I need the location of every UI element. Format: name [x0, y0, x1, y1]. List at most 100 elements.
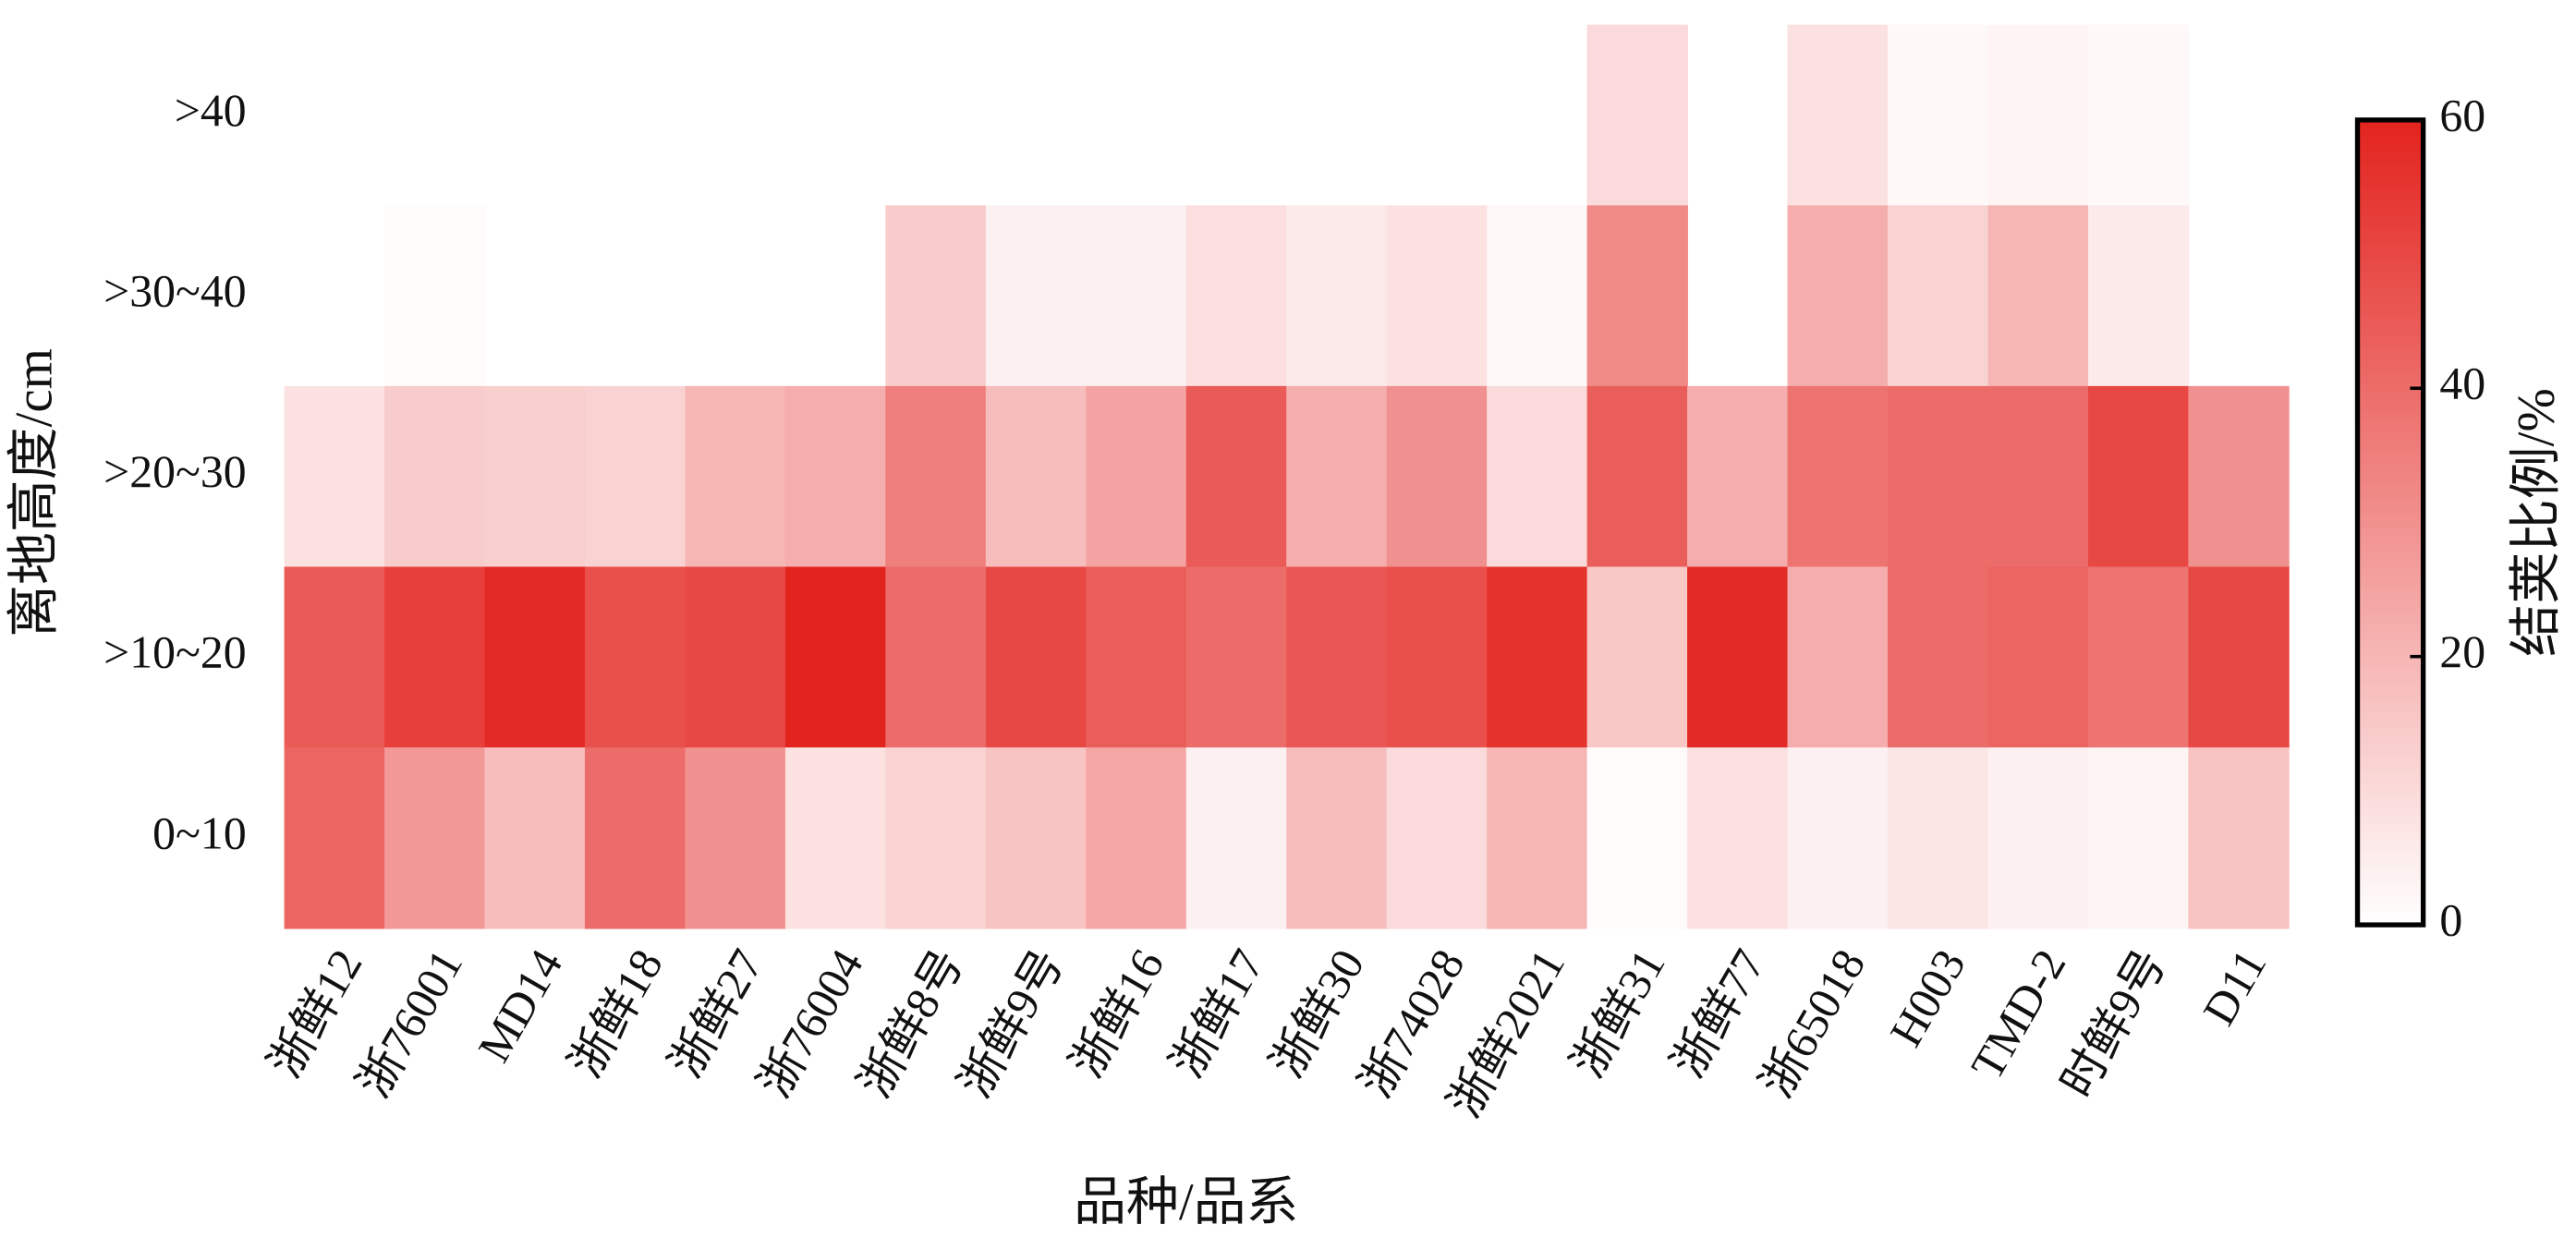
y-axis-label: 离地高度/cm [6, 348, 64, 637]
x-tick-label: 浙鲜12 [259, 941, 371, 1086]
heatmap-cell [1185, 205, 1288, 387]
heatmap-cell [885, 747, 987, 929]
x-tick-label: 浙鲜30 [1261, 941, 1374, 1086]
heatmap-cell [1586, 205, 1688, 387]
heatmap-cell [1386, 205, 1488, 387]
y-tick-label: 0~10 [152, 807, 247, 858]
heatmap-cell [1286, 566, 1388, 748]
heatmap-cell [985, 205, 1088, 387]
heatmap-cell [2087, 205, 2190, 387]
heatmap-cell [384, 747, 486, 929]
heatmap-cell [885, 385, 987, 568]
heatmap-cell [1987, 566, 2089, 748]
x-tick-label: D11 [2193, 941, 2277, 1034]
heatmap-cell [1887, 205, 1989, 387]
colorbar-tick-label: 20 [2439, 626, 2485, 677]
heatmap-cell [384, 385, 486, 568]
heatmap-cell [1987, 205, 2089, 387]
colorbar-tick-label: 40 [2439, 358, 2485, 409]
heatmap-cell [284, 747, 385, 929]
heatmap-cell [1487, 747, 1588, 929]
heatmap-cells [284, 24, 2290, 929]
heatmap-cell [1386, 385, 1488, 568]
heatmap-cell [1086, 747, 1187, 929]
heatmap-cell [1487, 385, 1588, 568]
colorbar-tick-label: 0 [2439, 895, 2462, 946]
heatmap-cell [1687, 385, 1789, 568]
heatmap-cell [2188, 385, 2290, 568]
x-tick-label: 浙鲜18 [560, 941, 673, 1086]
heatmap-cell [1487, 205, 1588, 387]
heatmap-cell [784, 747, 887, 929]
heatmap-cell [1887, 566, 1989, 748]
heatmap-cell [2087, 385, 2190, 568]
heatmap-cell [784, 566, 887, 748]
heatmap-cell [885, 205, 987, 387]
x-axis-label: 品种/品系 [1074, 1173, 1298, 1231]
heatmap-cell [1887, 24, 1989, 207]
heatmap-cell [985, 747, 1088, 929]
heatmap-cell [1586, 24, 1688, 207]
y-tick-label: >20~30 [103, 446, 247, 497]
heatmap-cell [1687, 566, 1789, 748]
heatmap-cell [284, 385, 385, 568]
heatmap-cell [1586, 385, 1688, 568]
heatmap-cell [384, 566, 486, 748]
heatmap-cell [1787, 566, 1889, 748]
x-tick-label: 浙鲜27 [660, 941, 772, 1086]
heatmap-cell [1787, 385, 1889, 568]
heatmap-cell [1987, 24, 2089, 207]
heatmap-cell [685, 747, 786, 929]
x-tick-label: 浙鲜16 [1061, 941, 1173, 1086]
y-tick-label: >30~40 [103, 266, 247, 317]
heatmap-cell [2087, 747, 2190, 929]
heatmap-cell [685, 566, 786, 748]
heatmap-cell [1487, 566, 1588, 748]
heatmap-cell [985, 566, 1088, 748]
heatmap-cell [484, 566, 586, 748]
x-tick-label: H003 [1880, 941, 1975, 1055]
heatmap-cell [1185, 566, 1288, 748]
heatmap-cell [1086, 205, 1187, 387]
x-tick-label: 浙鲜77 [1662, 941, 1775, 1086]
heatmap-cell [1687, 747, 1789, 929]
heatmap-cell [1787, 205, 1889, 387]
heatmap-cell [1386, 747, 1488, 929]
heatmap-cell [484, 385, 586, 568]
heatmap-cell [584, 385, 687, 568]
heatmap-cell [2188, 566, 2290, 748]
heatmap-cell [1086, 385, 1187, 568]
heatmap-cell [1086, 566, 1187, 748]
heatmap-cell [2188, 747, 2290, 929]
y-tick-label: >10~20 [103, 627, 247, 678]
heatmap-cell [1386, 566, 1488, 748]
heatmap-cell [2087, 566, 2190, 748]
heatmap-cell [1787, 747, 1889, 929]
colorbar-tick-label: 60 [2439, 90, 2485, 140]
heatmap-cell [1586, 566, 1688, 748]
x-tick-label: 浙鲜17 [1160, 941, 1273, 1086]
heatmap-cell [1185, 747, 1288, 929]
heatmap-cell [1286, 385, 1388, 568]
heatmap-cell [384, 205, 486, 387]
heatmap-cell [1987, 385, 2089, 568]
colorbar [2354, 117, 2426, 928]
heatmap-cell [584, 747, 687, 929]
heatmap-cell [1887, 385, 1989, 568]
x-tick-label: 浙鲜31 [1561, 941, 1674, 1086]
heatmap-cell [2087, 24, 2190, 207]
heatmap-cell [1286, 747, 1388, 929]
heatmap-cell [784, 385, 887, 568]
heatmap-cell [1286, 205, 1388, 387]
heatmap-cell [1787, 24, 1889, 207]
heatmap-cell [685, 385, 786, 568]
x-tick-label: MD14 [468, 941, 573, 1071]
colorbar-label: 结荚比例/% [2508, 388, 2566, 657]
heatmap-cell [584, 566, 687, 748]
y-tick-label: >40 [175, 85, 247, 136]
heatmap-cell [985, 385, 1088, 568]
heatmap-cell [1887, 747, 1989, 929]
heatmap-cell [1185, 385, 1288, 568]
